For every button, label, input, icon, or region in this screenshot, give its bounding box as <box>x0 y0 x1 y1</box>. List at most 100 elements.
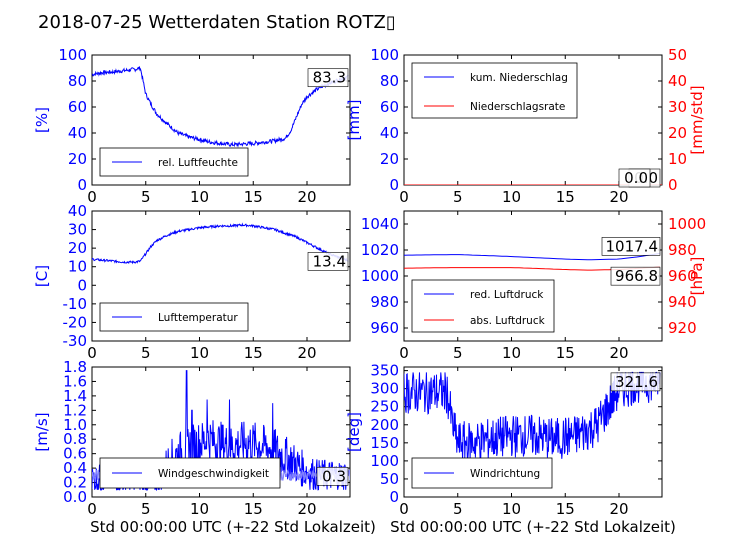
legend-label: Windrichtung <box>470 468 540 480</box>
y-right-tick-label: 0 <box>668 176 678 194</box>
y-tick-label: 150 <box>370 434 399 452</box>
series-line <box>404 252 660 261</box>
x-tick-label: 5 <box>141 500 151 518</box>
x-tick-label: 20 <box>297 344 316 362</box>
y-tick-label: 30 <box>68 221 87 239</box>
legend-label: Windgeschwindigkeit <box>158 468 269 480</box>
legend-box <box>411 279 555 333</box>
x-tick-label: 10 <box>502 500 521 518</box>
x-tick-label: 0 <box>87 344 97 362</box>
y-tick-label: -30 <box>63 332 88 350</box>
x-tick-label: 0 <box>399 188 409 206</box>
y-tick-label: -20 <box>63 313 88 331</box>
y-tick-label: 0.6 <box>63 445 87 463</box>
last-value-label-box <box>307 68 349 88</box>
last-value-label: 83.3 <box>313 69 346 87</box>
y-axis-label: [C] <box>33 265 51 287</box>
y-axis-label: [m/s] <box>33 412 51 451</box>
x-tick-label: 15 <box>556 344 575 362</box>
figure-title: 2018-07-25 Wetterdaten Station ROTZ▯ <box>38 12 396 33</box>
y-right-tick-label: 960 <box>668 267 697 285</box>
y-tick-label: 40 <box>68 202 87 220</box>
series-line <box>404 371 661 464</box>
y-tick-label: 100 <box>370 46 399 64</box>
last-value-label-2: 0.0 <box>624 169 648 187</box>
y-tick-label: 10 <box>68 258 87 276</box>
x-tick-label: 5 <box>453 344 463 362</box>
y-tick-label: 50 <box>380 470 399 488</box>
legend-label: abs. Luftdruck <box>470 315 546 327</box>
y-axis-label: [mm] <box>345 100 363 141</box>
y-tick-label: 1.0 <box>63 416 87 434</box>
y-tick-label: 250 <box>370 398 399 416</box>
y-right-tick-label: 10 <box>668 150 687 168</box>
y-tick-label: 200 <box>370 416 399 434</box>
x-tick-label: 15 <box>556 500 575 518</box>
last-value-label-box <box>610 372 661 392</box>
y-tick-label: 80 <box>380 72 399 90</box>
y-tick-label: 0 <box>77 176 87 194</box>
y-tick-label: 100 <box>370 452 399 470</box>
last-value-label-2: 966.8 <box>615 267 658 285</box>
last-value-label: 321.6 <box>615 373 658 391</box>
last-value-label: 0.3 <box>322 467 346 485</box>
legend-label: Niederschlagsrate <box>470 101 565 113</box>
y-tick-label: 1.8 <box>63 358 87 376</box>
y-right-tick-label: 980 <box>668 241 697 259</box>
chart-panel-windspeed: 0 5 10 15 20 0.00.20.40.60.81.01.21.41.61.8 [m… <box>33 358 351 518</box>
y-tick-label: 0.2 <box>63 474 87 492</box>
x-axis-label-left: Std 00:00:00 UTC (+-22 Std Lokalzeit) <box>90 518 376 536</box>
x-tick-label: 10 <box>502 344 521 362</box>
x-tick-label: 5 <box>141 188 151 206</box>
y-tick-label: 80 <box>68 72 87 90</box>
series-line <box>92 66 349 148</box>
y-right-tick-label: 50 <box>668 46 687 64</box>
y-axis-label: [deg] <box>345 412 363 452</box>
legend-label: kum. Niederschlag <box>470 72 568 84</box>
x-tick-label: 10 <box>502 188 521 206</box>
y-tick-label: 1020 <box>361 241 399 259</box>
legend-label: red. Luftdruck <box>470 289 544 301</box>
y-tick-label: 960 <box>370 319 399 337</box>
x-tick-label: 5 <box>453 500 463 518</box>
y-tick-label: 1.6 <box>63 372 87 390</box>
x-tick-label: 15 <box>556 188 575 206</box>
chart-panel-pressure: 0 5 10 15 20 960 980 1000 1020 1040 920 940 960 980 10… <box>361 210 706 362</box>
y-right-tick-label: 40 <box>668 72 687 90</box>
last-value-label-2-box <box>610 266 661 286</box>
x-tick-label: 20 <box>609 344 628 362</box>
y-right-tick-label: 20 <box>668 124 687 142</box>
last-value-label-box <box>307 252 349 271</box>
y-tick-label: 0.4 <box>63 459 87 477</box>
y-tick-label: 980 <box>370 293 399 311</box>
chart-panel-humidity: 0 5 10 15 20 0 20 40 60 80 100 [%] 83.3 rel. Luftfeuc… <box>33 46 351 206</box>
y-tick-label: 20 <box>380 150 399 168</box>
x-tick-label: 15 <box>244 500 263 518</box>
chart-panel-winddirection: 0 5 10 15 20050100150200250300350[deg]321.6W… <box>345 362 663 518</box>
y-right-tick-label: 30 <box>668 98 687 116</box>
y-right-tick-label: 1000 <box>668 215 706 233</box>
x-tick-label: 5 <box>453 188 463 206</box>
x-tick-label: 20 <box>609 188 628 206</box>
y-tick-label: 1.4 <box>63 387 87 405</box>
y-right-tick-label: 920 <box>668 319 697 337</box>
y-tick-label: 0 <box>389 488 399 506</box>
y-tick-label: 1040 <box>361 215 399 233</box>
y-axis-label: [%] <box>33 107 51 133</box>
x-tick-label: 0 <box>87 188 97 206</box>
y-tick-label: 1000 <box>361 267 399 285</box>
y-tick-label: 40 <box>380 124 399 142</box>
y-tick-label: 20 <box>68 239 87 257</box>
y-tick-label: 20 <box>68 150 87 168</box>
x-axis-label-right: Std 00:00:00 UTC (+-22 Std Lokalzeit) <box>390 518 676 536</box>
y-tick-label: 0 <box>77 276 87 294</box>
chart-panel-precipitation: 0 5 10 15 20 0 20 40 60 80 100 0 10 20 30 40 50 [mm] [mm/s… <box>345 46 706 206</box>
x-tick-label: 5 <box>141 344 151 362</box>
last-value-label-2-box <box>618 168 651 188</box>
last-value-label-box <box>601 237 661 256</box>
y-right-tick-label: 940 <box>668 293 697 311</box>
x-tick-label: 10 <box>190 344 209 362</box>
x-tick-label: 20 <box>609 500 628 518</box>
legend-label: rel. Luftfeuchte <box>158 157 238 169</box>
x-tick-label: 10 <box>190 500 209 518</box>
